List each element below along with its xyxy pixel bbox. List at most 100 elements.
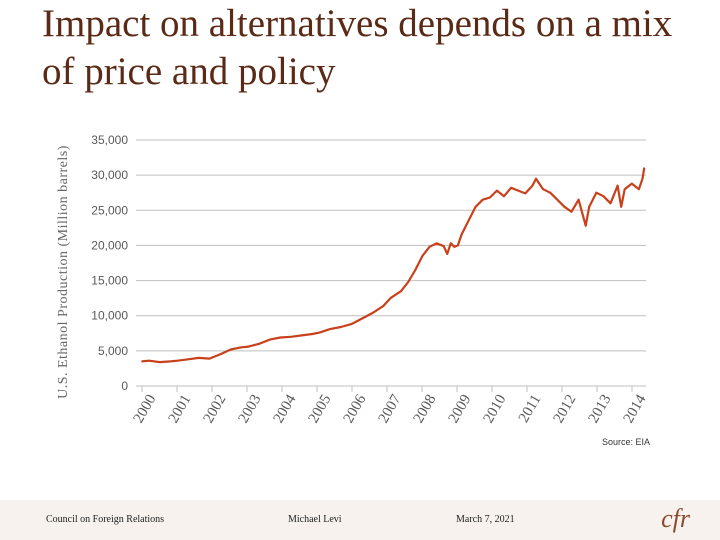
x-axis-ticks: 2000 2001 2002 2003 2004 2005 2006 2007 2008 2009…	[131, 386, 650, 426]
y-tick-label: 30,000	[91, 168, 128, 182]
data-point	[510, 186, 512, 189]
data-point	[517, 189, 520, 192]
data-point	[570, 210, 573, 213]
data-point	[474, 205, 477, 208]
data-point	[524, 192, 527, 195]
data-point	[496, 189, 498, 192]
data-point	[531, 184, 534, 187]
data-point	[141, 360, 143, 363]
x-tick-label: 2004	[271, 392, 300, 426]
x-tick-label: 2013	[586, 392, 615, 426]
data-point	[300, 334, 303, 337]
data-point	[643, 167, 646, 170]
data-point	[279, 336, 282, 339]
data-point	[549, 191, 552, 194]
x-tick-label: 2010	[481, 392, 510, 426]
footer-author: Michael Levi	[288, 514, 342, 525]
y-tick-label: 10,000	[91, 309, 128, 323]
data-point	[584, 224, 587, 227]
x-tick-label: 2000	[131, 392, 160, 426]
data-point	[428, 245, 431, 248]
y-axis-ticks: 0 5,000 10,000 15,000 20,000 25,000 30,000 35,0…	[91, 133, 128, 393]
x-tick-label: 2012	[551, 392, 580, 426]
footer-org: Council on Foreign Relations	[46, 514, 165, 525]
data-point	[148, 359, 151, 362]
data-point	[595, 191, 598, 194]
data-point	[361, 317, 363, 320]
data-point	[268, 338, 271, 341]
x-tick-label: 2001	[166, 392, 195, 426]
data-point	[329, 328, 331, 330]
data-point	[542, 188, 544, 191]
data-point	[503, 195, 505, 198]
data-point	[290, 335, 292, 338]
data-point	[588, 205, 591, 208]
x-tick-label: 2006	[341, 392, 370, 426]
data-point	[318, 331, 321, 334]
y-tick-label: 20,000	[91, 238, 128, 252]
data-point	[638, 188, 640, 191]
footer-bar: Council on Foreign Relations Michael Lev…	[0, 500, 720, 540]
series-line	[141, 167, 646, 364]
data-point	[591, 198, 594, 201]
x-tick-label: 2014	[621, 392, 650, 426]
data-point	[460, 234, 463, 236]
data-point	[556, 198, 559, 201]
y-tick-label: 0	[121, 379, 128, 393]
data-point	[457, 244, 459, 247]
data-point	[187, 358, 190, 361]
data-point	[197, 357, 200, 359]
slide-title: Impact on alternatives depends on a mix …	[42, 2, 673, 93]
data-point	[414, 269, 417, 271]
data-point	[339, 326, 342, 328]
data-point	[467, 219, 470, 222]
data-point	[382, 305, 385, 307]
data-point	[449, 242, 452, 245]
data-point	[623, 188, 626, 191]
data-point	[158, 361, 161, 363]
data-point	[219, 353, 222, 356]
data-point	[442, 245, 445, 248]
data-point	[169, 360, 172, 363]
data-point	[630, 182, 633, 185]
x-tick-label: 2008	[411, 392, 440, 426]
data-point	[407, 281, 410, 283]
data-point	[620, 205, 623, 208]
data-point	[453, 245, 456, 248]
y-tick-label: 35,000	[91, 133, 128, 147]
y-tick-label: 15,000	[91, 274, 128, 288]
data-point	[535, 177, 537, 180]
data-point	[563, 205, 566, 208]
ethanol-line-chart: 0 5,000 10,000 15,000 20,000 25,000 30,000 35,0…	[91, 133, 650, 426]
footer-date: March 7, 2021	[456, 514, 515, 525]
cfr-logo: cfr	[661, 504, 690, 533]
data-point	[258, 342, 260, 345]
data-point	[350, 323, 353, 325]
x-tick-label: 2007	[376, 392, 405, 426]
data-point	[400, 290, 402, 292]
x-tick-label: 2009	[446, 392, 475, 426]
x-tick-label: 2005	[306, 392, 335, 426]
data-point	[311, 333, 314, 335]
series-group	[141, 167, 646, 364]
data-point	[609, 202, 612, 205]
data-point	[176, 359, 179, 362]
data-point	[389, 297, 392, 299]
x-tick-label: 2002	[201, 392, 230, 426]
x-tick-label: 2011	[516, 392, 545, 426]
data-point	[577, 198, 580, 201]
data-point	[229, 348, 232, 351]
data-point	[240, 346, 243, 349]
source-note: Source: EIA	[601, 437, 650, 447]
y-tick-label: 5,000	[98, 344, 128, 358]
gridlines	[136, 139, 646, 387]
data-point	[481, 198, 484, 201]
data-point	[602, 195, 605, 198]
data-point	[247, 345, 250, 348]
y-tick-label: 25,000	[91, 203, 128, 217]
data-point	[616, 184, 619, 187]
data-point	[435, 242, 438, 245]
data-point	[421, 255, 424, 257]
data-point	[208, 357, 211, 360]
data-point	[446, 253, 449, 255]
